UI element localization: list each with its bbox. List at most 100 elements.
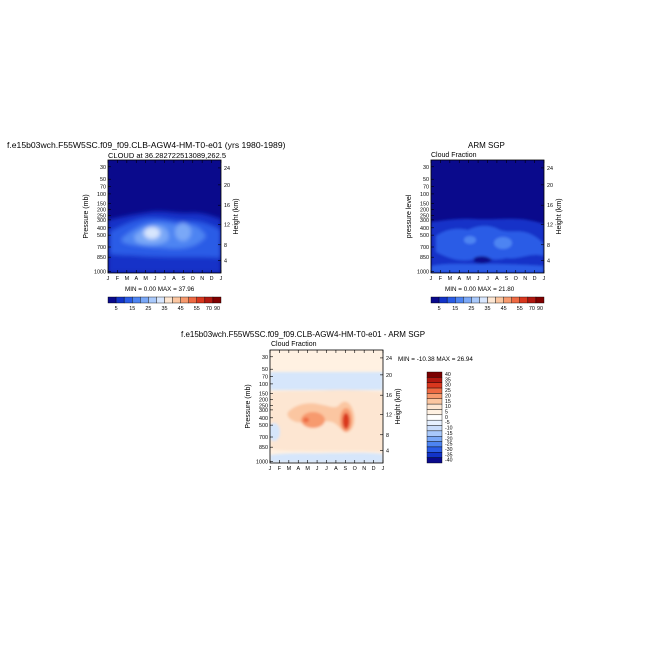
panel3-xtick-label: D xyxy=(372,466,376,472)
panel2-cloud-layer4 xyxy=(464,236,476,244)
panel1-ytick-right-label: 12 xyxy=(224,222,230,228)
panel3-colorbar-cell xyxy=(426,393,443,399)
panel1-ytick-label: 1000 xyxy=(94,269,106,275)
panel3-ytick-right-label: 12 xyxy=(386,412,392,418)
panel3-colorbar-cell xyxy=(426,430,443,437)
panel3-xtick-label: S xyxy=(344,466,348,472)
panel2-ytick-label: 850 xyxy=(420,255,429,261)
panel2-ytick-label: 500 xyxy=(420,233,429,239)
panel3-colorbar-label: 15 xyxy=(445,399,451,405)
panel3-ytick-label: 1000 xyxy=(256,459,268,465)
panel2-ytick-label: 1000 xyxy=(417,269,429,275)
panel2-colorbar-label: 25 xyxy=(468,306,474,312)
panel1-xtick-label: M xyxy=(143,276,148,282)
panel1-colorbar-label: 90 xyxy=(214,306,220,312)
panel2-ytick-right-label: 8 xyxy=(547,243,550,249)
panel1-colorbar-label: 70 xyxy=(206,306,212,312)
panel2-ytick-right-label: 20 xyxy=(547,183,553,189)
panel2-ytick-label: 700 xyxy=(420,245,429,251)
panel3-ytick-right-label: 20 xyxy=(386,373,392,379)
panel3-colorbar-cell xyxy=(426,414,443,421)
panel1-heatmap xyxy=(108,160,221,273)
panel1-ytick-label: 500 xyxy=(97,233,106,239)
panel3-ytick-label: 50 xyxy=(262,367,268,373)
panel1-ytick-right-label: 24 xyxy=(224,166,230,172)
panel2-xtick-label: J xyxy=(477,276,480,282)
panel3-ytick-right-label: 24 xyxy=(386,356,392,362)
panel3-xtick-label: J xyxy=(269,466,272,472)
panel2-colorbar-cell xyxy=(471,296,480,304)
panel1-xtick-label: F xyxy=(116,276,120,282)
panel1-ytick-right-label: 8 xyxy=(224,243,227,249)
panel1-subtitle: CLOUD at 36.282722513089,262.5 xyxy=(108,151,227,160)
panel3-ytick-label: 150 xyxy=(259,392,268,398)
panel2-xtick-label: M xyxy=(466,276,471,282)
panel3-stats: MIN = -10.38 MAX = 26.94 xyxy=(398,356,473,363)
panel2-colorbar-cell xyxy=(438,296,448,304)
panel2-xtick-label: J xyxy=(430,276,433,282)
panel3-ylabel-right: Height (km) xyxy=(395,388,402,424)
panel3-colorbar-label: -5 xyxy=(445,420,450,426)
panel3-ytick-right-label: 16 xyxy=(386,393,392,399)
panel1-colorbar-label: 55 xyxy=(194,306,200,312)
panel2-colorbar-cell xyxy=(495,296,504,304)
panel1-colorbar-label: 5 xyxy=(115,306,118,312)
panel2-colorbar-cell xyxy=(455,296,464,304)
panel1-xtick-label: S xyxy=(182,276,186,282)
panel2-ytick-label: 50 xyxy=(423,177,429,183)
panel3-colorbar-label: 20 xyxy=(445,393,451,399)
panel3-ytick-label: 30 xyxy=(262,355,268,361)
panel2-colorbar-label: 5 xyxy=(438,306,441,312)
panel2-colorbar-cell xyxy=(503,296,512,304)
panel3-ytick-label: 250 xyxy=(259,403,268,409)
panel2-ytick-right-label: 12 xyxy=(547,222,553,228)
panel3-colorbar-label: 10 xyxy=(445,404,451,410)
panel1-colorbar-label: 25 xyxy=(145,306,151,312)
panel2-ytick-label: 150 xyxy=(420,202,429,208)
panel3-colorbar-cell xyxy=(426,387,443,394)
panel3-ylabel: Pressure (mb) xyxy=(245,384,252,428)
panel2-ylabel: pressure level xyxy=(406,194,413,238)
panel1-xtick-label: J xyxy=(154,276,157,282)
panel3-pos-peak xyxy=(342,413,350,429)
panel3-title: f.e15b03wch.F55W5SC.f09_f09.CLB-AGW4-HM-… xyxy=(181,330,426,339)
panel3-colorbar-label: -15 xyxy=(445,431,453,437)
panel1-colorbar-cell xyxy=(148,296,157,304)
panel1-ytick-label: 400 xyxy=(97,226,106,232)
panel3-pos-layer3 xyxy=(301,412,325,428)
panel1-xtick-label: J xyxy=(163,276,166,282)
panel3-xtick-label: J xyxy=(316,466,319,472)
panel2-ytick-label: 300 xyxy=(420,218,429,224)
panel3-ytick-label: 850 xyxy=(259,445,268,451)
panel2-colorbar-cell xyxy=(527,296,537,304)
panel2-xtick-label: S xyxy=(505,276,509,282)
panel2-colorbar-label: 55 xyxy=(517,306,523,312)
panel2-colorbar-cell xyxy=(511,296,520,304)
panel3-xtick-label: M xyxy=(305,466,310,472)
panel1-xtick-label: A xyxy=(172,276,176,282)
panel3-xtick-label: N xyxy=(362,466,366,472)
panel3-colorbar-label: 35 xyxy=(445,377,451,383)
panel3-colorbar-label: -35 xyxy=(445,452,453,458)
panel3-xtick-label: A xyxy=(296,466,300,472)
panel3-colorbar-cell xyxy=(426,436,443,442)
panel2-cloud-layer3 xyxy=(494,237,512,249)
panel2-ylabel-right: Height (km) xyxy=(556,198,563,234)
panel2-colorbar-label: 70 xyxy=(529,306,535,312)
panel2-colorbar-cell xyxy=(487,296,496,304)
panel2-ytick-label: 200 xyxy=(420,208,429,214)
panel3-neg-band xyxy=(270,372,383,390)
panel1-colorbar-label: 35 xyxy=(162,306,168,312)
panel3-colorbar-cell xyxy=(426,425,443,432)
panel3-ytick-label: 70 xyxy=(262,375,268,381)
panel1-ylabel: Pressure (mb) xyxy=(83,194,90,238)
panel1-colorbar-cell xyxy=(212,296,222,304)
panel1-ytick-label: 700 xyxy=(97,245,106,251)
panel1-xtick-label: A xyxy=(134,276,138,282)
panel1-cloud-peak1 xyxy=(144,227,160,239)
panel3-colorbar-label: 30 xyxy=(445,383,451,389)
panel3-colorbar-cell xyxy=(426,398,443,405)
panel2-ytick-right-label: 4 xyxy=(547,259,550,265)
panel1-colorbar-cell xyxy=(140,296,149,304)
panel3-colorbar-cell xyxy=(426,371,443,378)
